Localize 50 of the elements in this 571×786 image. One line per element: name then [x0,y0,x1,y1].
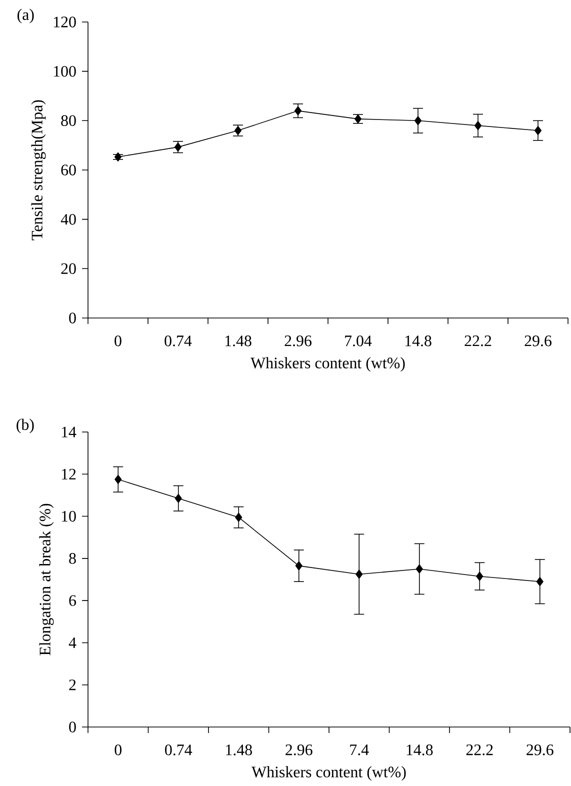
x-tick-label: 14.8 [406,744,433,756]
point [476,572,484,581]
y-tick-label: 0 [69,312,76,324]
x-tick-label: 22.2 [466,744,493,756]
y-tick-label: 80 [61,115,76,126]
y-tick-label: 4 [68,637,76,648]
y-tick-label: 40 [60,214,76,225]
x-tick-label: 7.04 [345,336,372,346]
y-tick-label: 60 [61,164,76,176]
point [114,474,122,484]
y-tick-label: 6 [69,595,76,606]
point [416,564,423,574]
chart-title: (b) [16,418,34,434]
x-tick-label: 1.48 [226,744,252,756]
point [414,116,422,126]
x-tick-label: 29.6 [526,744,554,756]
y-tick-label: 20 [61,263,76,274]
y-tick-label: 0 [69,722,76,732]
y-tick-label: 2 [69,680,76,690]
point [536,577,544,586]
x-tick-label: 7.4 [350,744,369,756]
y-tick-label: 10 [62,510,76,522]
x-tick-label: 2.96 [286,744,312,756]
point [294,106,302,116]
x-tick-label: 0.74 [165,744,192,756]
point [235,512,242,522]
x-tick-label: 29.6 [524,336,552,346]
x-tick-label: 2.96 [284,336,312,346]
y-tick-label: 100 [54,66,76,77]
x-tick-label: 14.8 [405,336,432,346]
point [114,152,122,162]
y-tick-label: 120 [54,16,76,28]
point [534,126,542,136]
y-axis-title: Tensile strength(Mpa) [31,100,46,240]
x-tick-label: 22.2 [464,336,492,346]
x-tick-label: 0 [114,336,122,346]
y-axis-title: Elongation at break (%) [39,504,54,656]
y-tick-label: 8 [69,553,76,564]
x-axis-title: Whiskers content (wt%) [252,766,406,781]
x-tick-label: 0.74 [164,336,192,346]
point [295,561,302,570]
point [174,494,182,503]
y-tick-label: 12 [62,468,76,480]
x-axis-title: Whiskers content (wt%) [250,357,405,372]
point [356,570,363,579]
point [474,121,482,130]
y-tick-label: 14 [62,426,76,438]
chart-title: (a) [18,8,34,24]
x-tick-label: 1.48 [225,336,252,346]
x-tick-label: 0 [114,744,122,756]
